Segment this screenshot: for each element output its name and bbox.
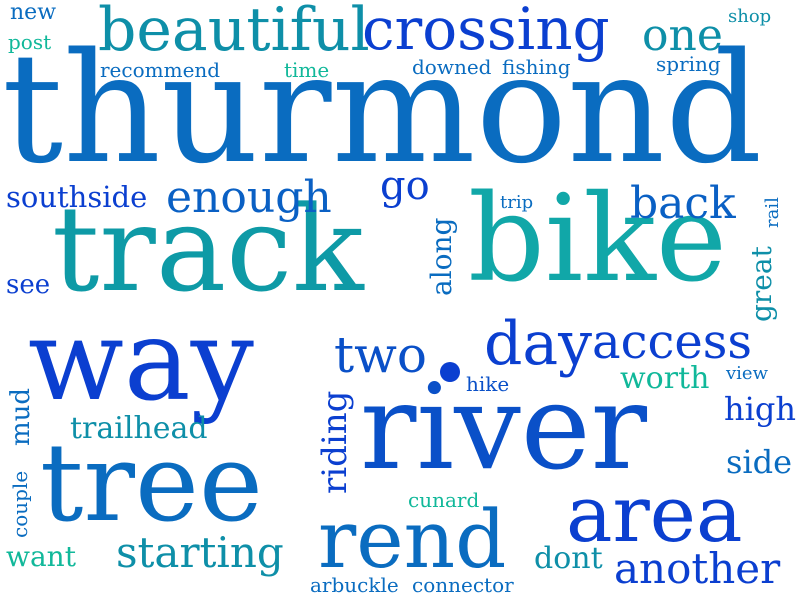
word-cunard: cunard [408, 488, 480, 512]
word-rend: rend [318, 493, 507, 586]
word-day: day [484, 309, 593, 379]
word-trip: trip [500, 192, 534, 213]
word-side: side [726, 443, 793, 481]
word-back: back [630, 178, 736, 229]
word-crossing: crossing [362, 0, 610, 63]
word-fishing: fishing [502, 55, 571, 79]
word-area: area [566, 470, 743, 560]
word-connector: connector [412, 573, 514, 597]
word-shop: shop [728, 6, 772, 27]
word-hike: hike [466, 372, 510, 396]
word-one: one [642, 10, 723, 61]
word-downed: downed [412, 55, 492, 79]
word-beautiful: beautiful [98, 0, 370, 65]
word-rail: rail [762, 197, 783, 228]
word-starting: starting [116, 528, 284, 577]
word-two: two [334, 326, 427, 384]
word-want: want [6, 540, 76, 573]
word-another: another [614, 544, 781, 593]
word-track: track [52, 180, 364, 318]
word-see: see [6, 270, 51, 300]
word-time: time [284, 58, 330, 82]
word-great: great [745, 246, 778, 322]
word-access: access [592, 314, 753, 370]
word-along: along [425, 217, 458, 296]
word-post: post [8, 30, 52, 54]
word-spring: spring [656, 52, 721, 76]
word-high: high [724, 390, 796, 428]
word-way: way [28, 296, 254, 426]
word-enough: enough [166, 172, 332, 223]
word-southside: southside [6, 180, 148, 214]
word-river: river [360, 358, 648, 496]
word-bike: bike [468, 170, 727, 309]
word-tree: tree [40, 421, 263, 546]
word-new: new [10, 0, 57, 25]
word-mud: mud [6, 387, 36, 446]
word-couple: couple [8, 470, 32, 538]
word-thurmond: thurmond [2, 20, 763, 197]
dot-mark [440, 362, 460, 382]
word-recommend: recommend [100, 58, 221, 82]
word-arbuckle: arbuckle [310, 573, 399, 597]
word-view: view [726, 363, 768, 384]
word-riding: riding [315, 390, 355, 494]
word-worth: worth [620, 361, 710, 396]
word-dont: dont [534, 541, 603, 576]
word-trailhead: trailhead [70, 411, 208, 446]
word-go: go [380, 163, 430, 209]
